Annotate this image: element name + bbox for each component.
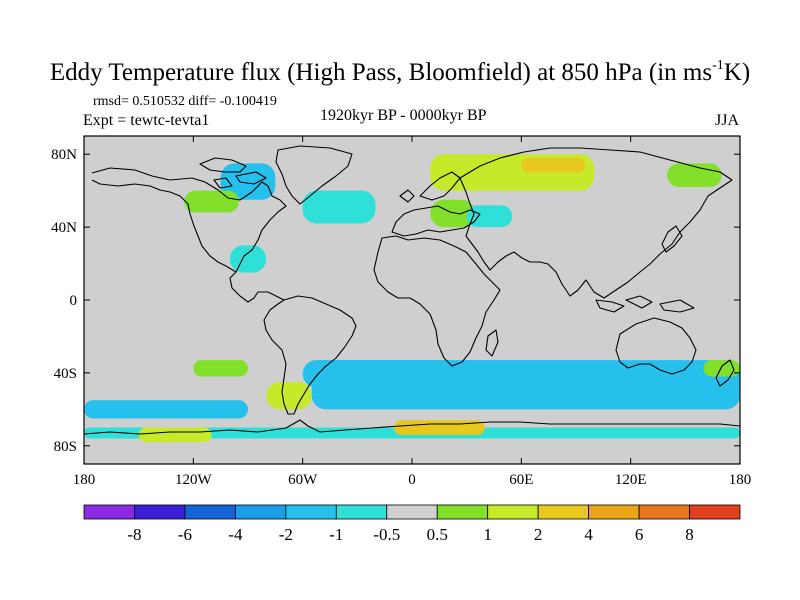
coast-antarctica xyxy=(84,419,740,435)
colorbar-label: -8 xyxy=(127,525,141,544)
colorbar-swatch xyxy=(285,504,337,520)
colorbar-label: -4 xyxy=(228,525,243,544)
colorbar-label: 8 xyxy=(685,525,694,544)
coast-asia xyxy=(459,147,733,299)
x-tick-label: 60W xyxy=(288,472,318,488)
x-tick-label: 60E xyxy=(509,472,533,488)
map-axes: 180 120W 60W 0 60E 120E 180 80N 40N 0 40S 80S xyxy=(51,136,751,488)
colorbar-swatch xyxy=(689,504,741,520)
coast-japan xyxy=(661,225,683,253)
colorbar-swatch xyxy=(134,504,186,520)
flux-field xyxy=(84,154,740,443)
colorbar-label: 0.5 xyxy=(427,525,448,544)
field-region-siberia-peak xyxy=(521,157,586,173)
colorbar-label: 2 xyxy=(534,525,543,544)
y-tick-label: 80S xyxy=(54,439,77,455)
coast-madagascar xyxy=(485,329,499,357)
field-region-southern-pacific-band xyxy=(84,400,248,419)
colorbar-swatch xyxy=(386,504,438,520)
colorbar-swatch xyxy=(436,504,489,520)
x-tick-label: 120W xyxy=(175,472,213,488)
field-region-north-atlantic-negative xyxy=(302,190,376,224)
colorbar-swatch xyxy=(537,504,590,520)
colorbar-swatch xyxy=(83,504,135,520)
coast-australia xyxy=(615,317,697,375)
colorbar-swatch xyxy=(234,504,287,520)
coast-arctic-islands xyxy=(199,157,267,189)
experiment-label: Expt = tewtc-tevta1 xyxy=(83,112,210,129)
field-region-south-atlantic-band xyxy=(302,360,458,388)
y-tick-label: 40N xyxy=(51,220,77,236)
field-region-caspian-negative xyxy=(466,205,513,228)
colorbar-label: 6 xyxy=(635,525,644,544)
y-tick-label: 0 xyxy=(70,293,78,309)
y-tick-label: 80N xyxy=(51,147,77,163)
colorbar-swatch xyxy=(184,504,236,520)
colorbar-label: -6 xyxy=(178,525,192,544)
field-region-eastern-europe-positive xyxy=(430,199,476,228)
colorbar-label: -2 xyxy=(279,525,293,544)
colorbar-label: 1 xyxy=(483,525,492,544)
coast-new-zealand xyxy=(715,359,735,387)
colorbar-label: 4 xyxy=(584,525,593,544)
colorbar-label: -1 xyxy=(329,525,343,544)
y-tick-label: 40S xyxy=(54,366,77,382)
x-tick-label: 120E xyxy=(615,472,647,488)
field-region-south-of-africa-positive xyxy=(393,420,485,435)
colorbar-swatch xyxy=(638,504,690,520)
x-tick-label: 180 xyxy=(729,472,752,488)
coast-africa xyxy=(373,235,501,367)
colorbar-swatch xyxy=(335,504,388,520)
colorbar-swatch xyxy=(487,504,539,520)
coast-maritime-continent xyxy=(595,295,695,313)
coastlines xyxy=(84,145,740,435)
colorbar: -8 -6 -4 -2 -1 -0.5 0.5 1 2 4 6 8 xyxy=(83,504,741,544)
field-region-ross-sea-positive xyxy=(138,427,212,443)
field-region-south-pacific-positive xyxy=(193,360,248,377)
rmsd-diff-stats: rmsd= 0.510532 diff= -0.100419 xyxy=(93,94,277,109)
coast-greenland xyxy=(275,145,353,205)
x-tick-label: 0 xyxy=(408,472,416,488)
field-region-gulf-of-mexico-negative xyxy=(229,245,267,273)
period-label: 1920kyr BP - 0000kyr BP xyxy=(320,107,487,124)
x-tick-label: 180 xyxy=(73,472,96,488)
colorbar-swatch xyxy=(588,504,640,520)
field-region-tasman-positive xyxy=(703,360,740,377)
colorbar-label: -0.5 xyxy=(373,525,400,544)
field-region-patagonia-positive xyxy=(266,382,312,410)
coast-north-america xyxy=(91,167,287,303)
field-region-canadian-arctic-positive xyxy=(184,190,239,213)
chart-title: Eddy Temperature flux (High Pass, Bloomf… xyxy=(49,58,751,86)
season-label: JJA xyxy=(715,112,740,129)
coast-south-america xyxy=(263,295,357,415)
